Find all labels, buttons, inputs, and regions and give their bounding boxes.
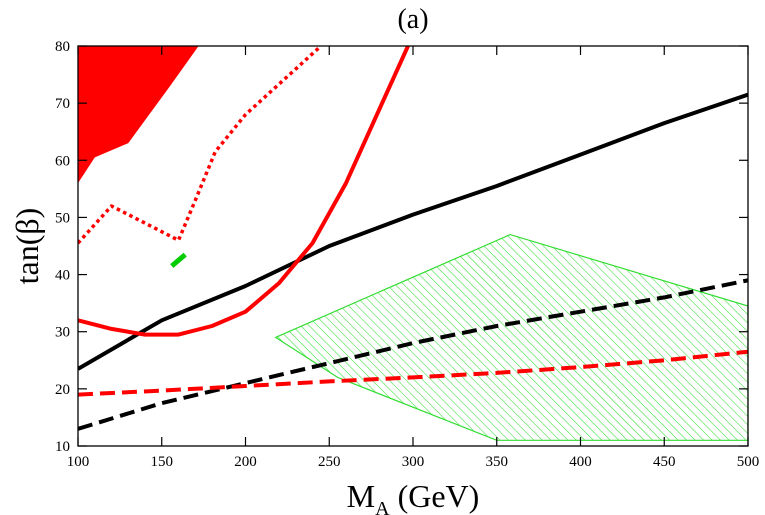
red-dotted-curve	[78, 46, 323, 245]
y-tick-label: 20	[55, 382, 70, 398]
panel-label: (a)	[397, 4, 428, 35]
x-tick-label: 400	[569, 454, 592, 470]
y-tick-label: 70	[55, 96, 70, 112]
y-tick-label: 40	[55, 268, 70, 284]
black-dashed-curve	[78, 278, 748, 431]
x-tick-label: 250	[318, 454, 341, 470]
x-tick-label: 500	[737, 454, 760, 470]
x-tick-label: 200	[234, 454, 257, 470]
x-axis-title: MA (GeV)	[347, 478, 480, 515]
x-tick-label: 100	[67, 454, 90, 470]
y-axis: 10 20 30 40 50 60 70 80	[55, 39, 748, 455]
y-tick-label: 80	[55, 39, 70, 55]
red-dashed-curve	[78, 349, 748, 397]
red-excluded-region	[78, 46, 199, 184]
x-axis: 100 150 200 250 300 350 400 450 500	[67, 46, 760, 470]
y-axis-title: tan(β)	[9, 208, 45, 285]
x-tick-label: 150	[151, 454, 174, 470]
black-solid-curve	[78, 92, 748, 371]
green-hatched-region	[274, 233, 748, 441]
red-solid-curve	[78, 46, 410, 337]
y-tick-label: 50	[55, 210, 70, 226]
x-tick-label: 350	[486, 454, 509, 470]
y-tick-label: 60	[55, 153, 70, 169]
green-short-segment	[170, 252, 187, 268]
y-tick-label: 10	[55, 439, 70, 455]
x-tick-label: 300	[402, 454, 425, 470]
x-tick-label: 450	[653, 454, 676, 470]
y-tick-label: 30	[55, 325, 70, 341]
